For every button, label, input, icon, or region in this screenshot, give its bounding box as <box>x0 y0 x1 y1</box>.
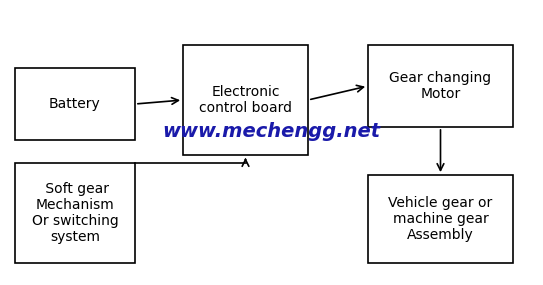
Text: Gear changing
Motor: Gear changing Motor <box>389 71 491 101</box>
Text: Battery: Battery <box>49 97 101 111</box>
Text: www.mechengg.net: www.mechengg.net <box>162 122 381 141</box>
Text: Soft gear
Mechanism
Or switching
system: Soft gear Mechanism Or switching system <box>31 182 118 244</box>
Bar <box>368 175 513 263</box>
Bar <box>368 45 513 127</box>
Text: Vehicle gear or
machine gear
Assembly: Vehicle gear or machine gear Assembly <box>388 196 493 242</box>
Bar <box>183 45 308 155</box>
Bar <box>15 163 135 263</box>
Text: Electronic
control board: Electronic control board <box>199 85 292 115</box>
Bar <box>15 68 135 140</box>
